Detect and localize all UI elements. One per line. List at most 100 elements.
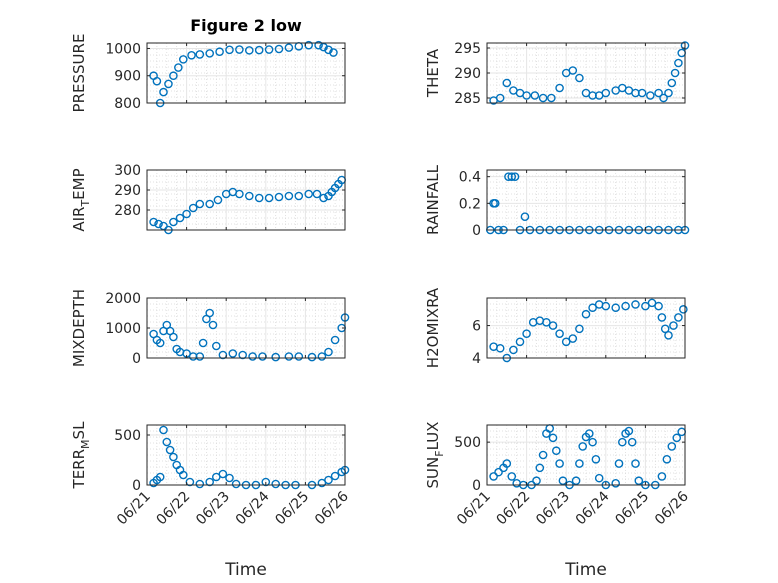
data-point xyxy=(274,192,284,202)
grid xyxy=(487,43,685,103)
data-point xyxy=(155,472,165,482)
data-point xyxy=(670,68,680,78)
data-point xyxy=(231,479,241,489)
y-axis-label: SUNFLUX xyxy=(424,422,446,489)
y-tick-label: 1000 xyxy=(105,41,141,57)
grid xyxy=(147,298,345,358)
y-tick-label: 0 xyxy=(132,351,141,367)
x-axis-label: Time xyxy=(564,560,607,580)
subplot-pressure: 800 900 1000 PRESSURE Figure 2 low xyxy=(70,16,346,112)
data-point xyxy=(575,459,584,468)
data-point xyxy=(664,88,673,98)
data-point xyxy=(618,437,627,447)
data-point xyxy=(672,433,682,443)
y-tick-label: 280 xyxy=(114,203,141,219)
data-point xyxy=(205,477,214,487)
data-point xyxy=(254,193,264,203)
data-point xyxy=(654,88,663,98)
axes-box xyxy=(486,169,686,231)
data-point xyxy=(594,473,604,483)
data-point xyxy=(634,476,644,486)
y-axis-label: H2OMIXRA xyxy=(424,287,442,368)
figure-title: Figure 2 low xyxy=(190,16,302,35)
data-point xyxy=(555,83,564,93)
data-point xyxy=(507,472,517,481)
data-point xyxy=(213,195,223,205)
subplot-sun: 0 500 06/21 06/22 06/23 06/24 06/25 06/26 Time SU… xyxy=(424,422,692,580)
y-tick-label: 295 xyxy=(454,41,481,57)
data-point xyxy=(178,55,188,64)
data-point xyxy=(330,335,340,345)
data-point xyxy=(187,50,196,60)
data-point xyxy=(174,63,183,72)
x-tick-label: 06/25 xyxy=(612,489,652,529)
data-point xyxy=(555,329,564,338)
data-point xyxy=(647,298,657,308)
data-point xyxy=(195,50,205,59)
data-point xyxy=(211,341,221,351)
data-point xyxy=(502,459,512,468)
subplot-terr: 0 500 06/21 06/22 06/23 06/24 06/25 06/26 Time TE… xyxy=(70,421,352,580)
data-point xyxy=(530,91,540,100)
data-point xyxy=(188,203,198,213)
data-point xyxy=(215,47,224,57)
grid xyxy=(487,298,685,358)
y-tick-label: 300 xyxy=(114,163,141,179)
data-point xyxy=(510,172,520,181)
data-point xyxy=(669,321,678,330)
subplot-air: 280 290 300 AIRTEMP xyxy=(70,163,347,235)
data-point xyxy=(330,471,340,481)
data-point xyxy=(621,301,630,311)
data-point xyxy=(205,308,214,318)
y-tick-label: 1000 xyxy=(105,321,141,337)
y-axis-label: MIXDEPTH xyxy=(70,289,88,367)
data-point xyxy=(284,43,294,52)
data-point xyxy=(532,476,541,486)
data-point xyxy=(169,332,178,342)
data-point xyxy=(611,478,621,488)
data-point xyxy=(601,88,611,98)
data-point xyxy=(552,446,561,456)
data-point xyxy=(515,337,525,347)
data-point xyxy=(178,470,188,480)
y-axis-label: RAINFALL xyxy=(424,164,442,235)
data-point xyxy=(659,93,668,103)
data-point xyxy=(324,475,333,485)
data-point xyxy=(294,191,304,201)
data-point xyxy=(571,476,581,486)
data-point xyxy=(244,191,254,201)
data-point xyxy=(254,45,264,55)
x-tick-label: 06/23 xyxy=(533,489,573,529)
axes-box xyxy=(486,297,686,359)
axes-box xyxy=(146,42,346,104)
data-point xyxy=(264,45,274,54)
y-tick-label: 900 xyxy=(114,69,141,85)
data-point xyxy=(284,352,294,361)
series xyxy=(489,298,688,363)
x-tick-label: 06/26 xyxy=(652,488,692,528)
data-point xyxy=(304,189,314,199)
data-point xyxy=(195,199,205,209)
data-point xyxy=(264,193,274,203)
data-point xyxy=(294,352,304,361)
data-point xyxy=(244,46,254,55)
data-point xyxy=(248,352,257,361)
data-point xyxy=(271,352,281,362)
data-point xyxy=(495,93,505,103)
data-point xyxy=(641,301,650,311)
x-axis-label: Time xyxy=(224,560,267,580)
y-tick-label: 0 xyxy=(472,478,481,494)
data-point xyxy=(538,93,548,103)
data-point xyxy=(175,213,185,223)
data-point xyxy=(208,320,218,330)
data-point xyxy=(664,330,673,340)
data-point xyxy=(657,313,667,322)
y-tick-label: 0 xyxy=(472,223,481,239)
data-point xyxy=(162,437,172,447)
data-point xyxy=(522,91,531,100)
data-point xyxy=(324,347,333,357)
data-point xyxy=(575,324,584,334)
data-point xyxy=(165,445,175,455)
data-point xyxy=(225,473,234,483)
